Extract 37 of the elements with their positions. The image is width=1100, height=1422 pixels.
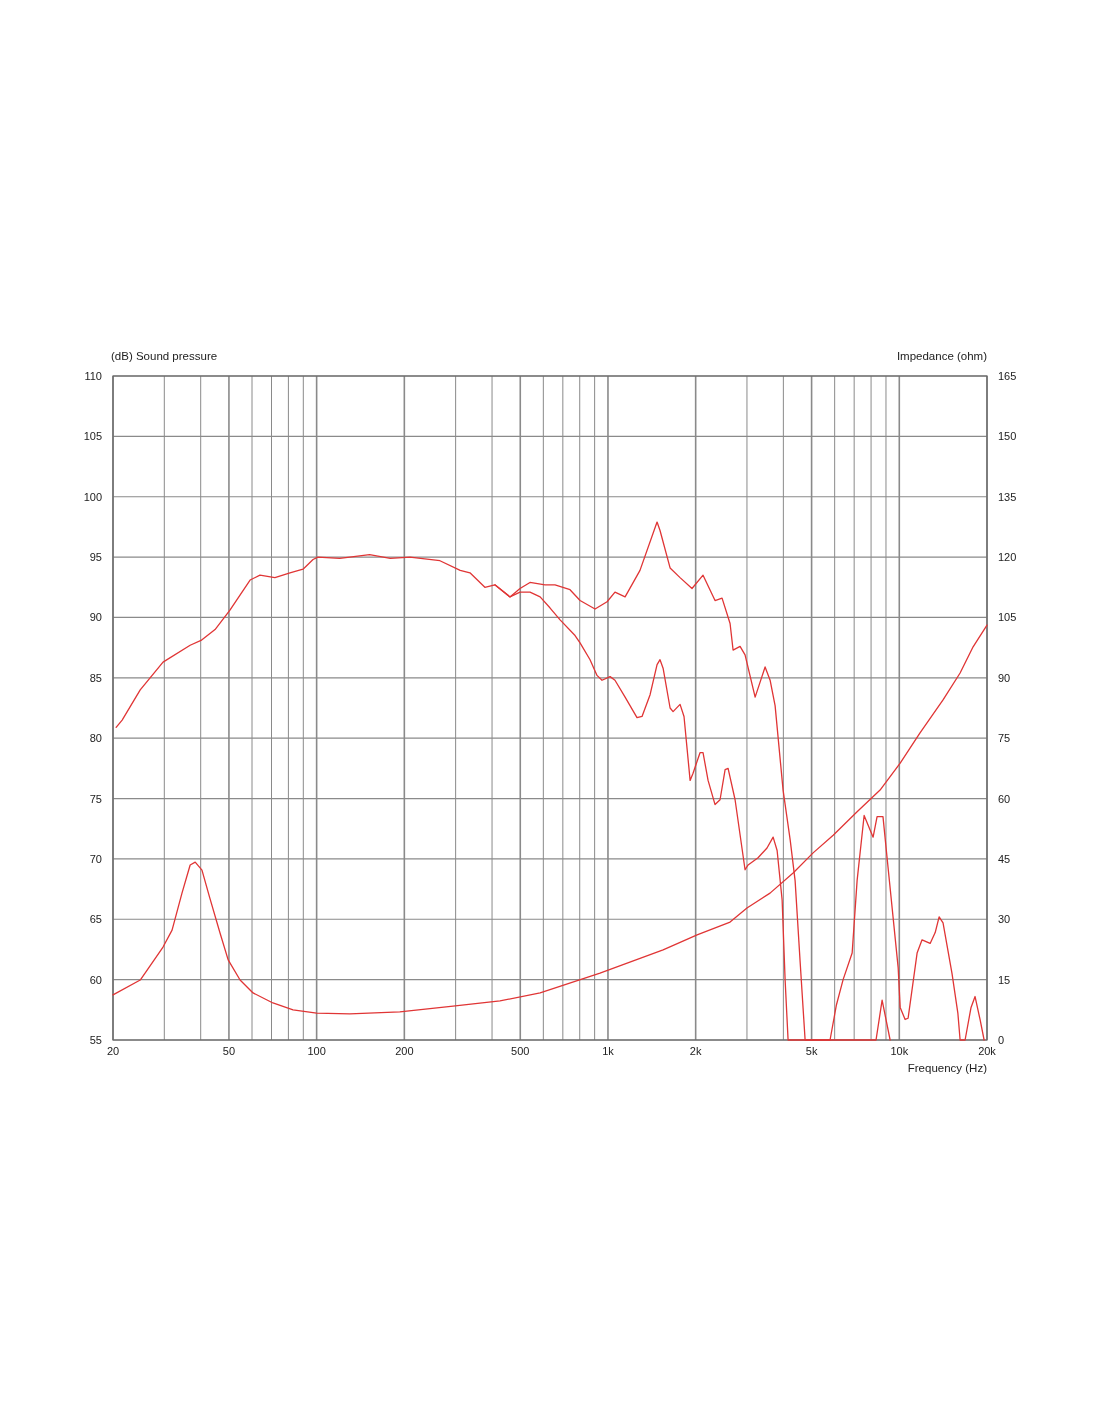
y-tick-label: 85 [89,671,102,684]
y-axis-title: (dB) Sound pressure [111,350,218,362]
y-tick-label: 95 [89,551,102,564]
y-tick-label: 55 [89,1034,102,1046]
x-axis-title: Frequency (Hz) [907,1062,988,1074]
x-tick-label: 500 [511,1045,530,1057]
x-tick-label: 200 [395,1045,414,1057]
y2-tick-label: 60 [998,792,1011,805]
x-tick-label: 20 [106,1045,120,1057]
y2-tick-label: 30 [998,913,1011,926]
y2-tick-label: 90 [998,671,1011,684]
y2-tick-label: 120 [998,551,1017,564]
y-tick-label: 60 [89,973,102,986]
y2-tick-label: 0 [998,1034,1005,1046]
x-tick-label: 5k [805,1045,818,1057]
y-tick-label: 65 [89,913,102,926]
y2-axis-title: Impedance (ohm) [896,350,988,362]
x-tick-label: 1k [602,1045,615,1057]
y-tick-label: 75 [89,792,102,805]
y-tick-label: 100 [83,490,102,503]
x-tick-label: 50 [222,1045,236,1057]
y2-tick-label: 105 [998,611,1017,624]
y-tick-label: 80 [89,732,102,745]
y2-tick-label: 45 [998,852,1011,865]
y-tick-label: 90 [89,611,102,624]
x-tick-label: 20k [978,1045,997,1057]
x-tick-label: 10k [890,1045,909,1057]
y-tick-label: 105 [83,430,102,443]
y-tick-label: 110 [84,370,102,382]
x-tick-label: 2k [689,1045,702,1057]
y-tick-label: 70 [89,852,102,865]
y2-tick-label: 150 [998,430,1017,443]
y2-tick-label: 165 [998,370,1017,382]
y2-tick-label: 135 [998,490,1017,503]
y2-tick-label: 15 [998,973,1011,986]
y2-tick-label: 75 [998,732,1011,745]
x-tick-label: 100 [307,1045,326,1057]
